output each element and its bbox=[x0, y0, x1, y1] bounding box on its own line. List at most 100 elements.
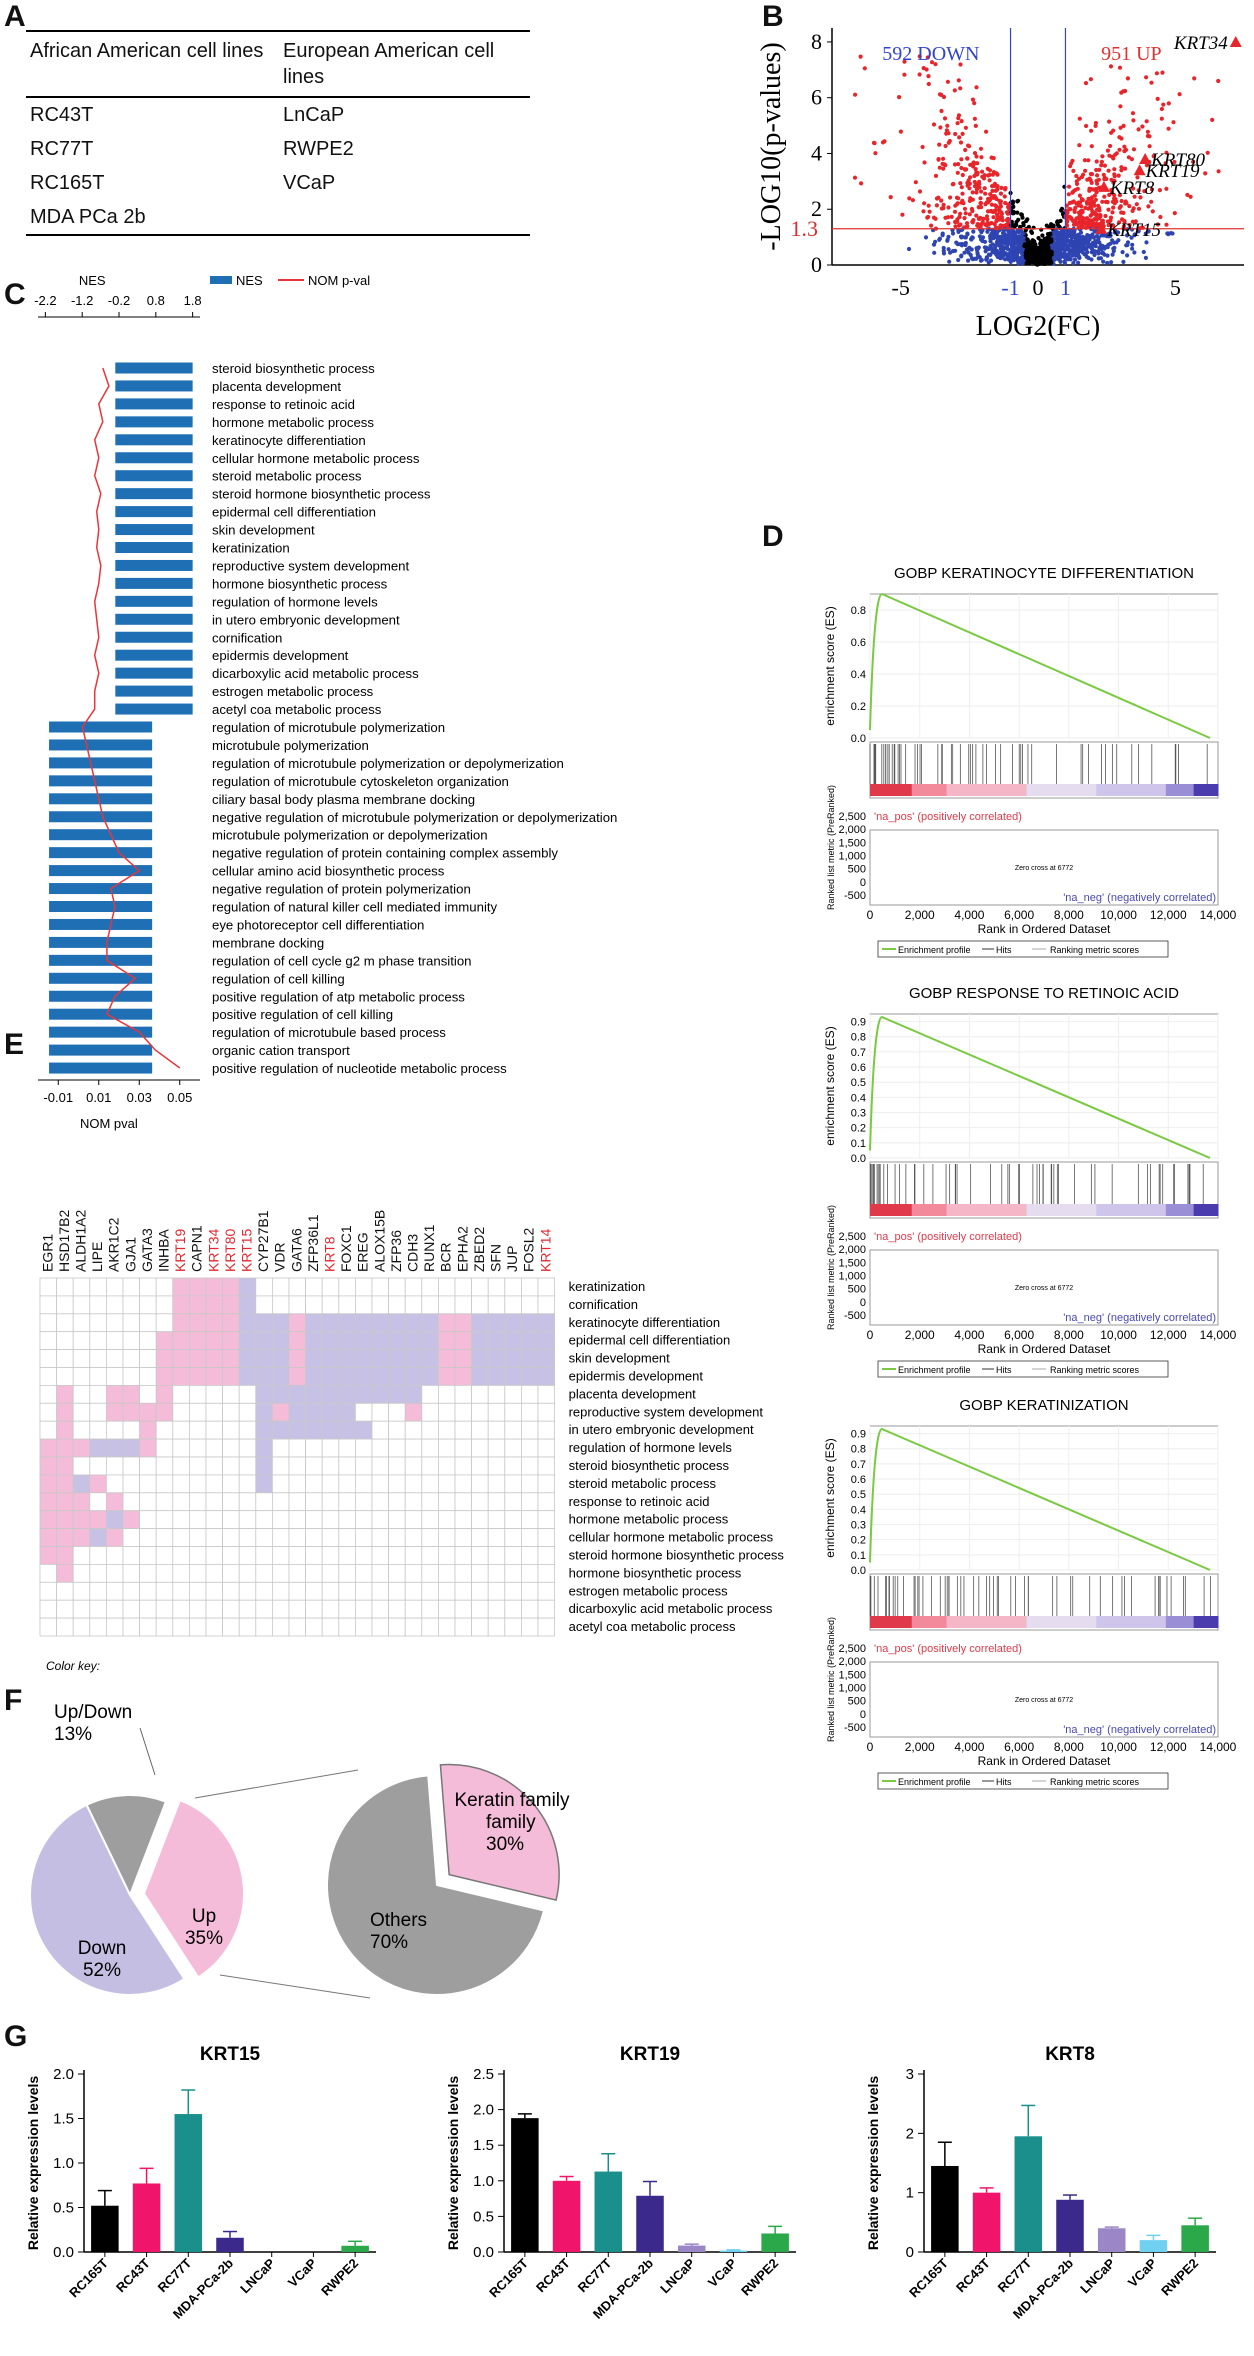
pathway-label: eye photoreceptor cell differentiation bbox=[212, 917, 424, 932]
heatmap-cell bbox=[321, 1384, 340, 1404]
heatmap-cell bbox=[288, 1402, 307, 1422]
data-point bbox=[1117, 147, 1122, 152]
heatmap-cell bbox=[72, 1367, 91, 1386]
heatmap-cell bbox=[255, 1528, 273, 1547]
data-point bbox=[1072, 209, 1077, 214]
pathway-label: hormone biosynthetic process bbox=[212, 576, 388, 591]
heatmap-cell bbox=[321, 1599, 340, 1619]
data-point bbox=[937, 165, 942, 170]
heatmap-cell bbox=[271, 1456, 290, 1476]
heatmap-cell bbox=[537, 1599, 556, 1619]
data-point bbox=[952, 209, 958, 214]
heatmap-cell bbox=[421, 1420, 439, 1440]
data-point bbox=[1091, 187, 1096, 192]
heatmap-cell bbox=[421, 1277, 439, 1297]
heatmap-cell bbox=[437, 1402, 456, 1422]
heatmap-cell bbox=[421, 1510, 439, 1530]
heatmap-cell bbox=[222, 1420, 240, 1440]
heatmap-cell bbox=[437, 1384, 456, 1404]
y-tick-label: 0 bbox=[811, 252, 822, 277]
data-point bbox=[1075, 186, 1080, 191]
data-point bbox=[980, 219, 985, 225]
heatmap-cell bbox=[172, 1510, 190, 1530]
es-tick-label: 0.1 bbox=[851, 1550, 866, 1562]
heatmap-cell bbox=[172, 1349, 190, 1368]
heatmap-cell bbox=[471, 1277, 489, 1297]
data-point bbox=[960, 172, 965, 178]
pie-value-down: 52% bbox=[83, 1960, 121, 1981]
heatmap-cell bbox=[371, 1474, 390, 1494]
threshold-label: 1.3 bbox=[791, 216, 819, 241]
heatmap-cell bbox=[371, 1313, 390, 1333]
bar bbox=[719, 2250, 748, 2252]
metric-tick-label: -500 bbox=[844, 1722, 866, 1734]
heatmap-cell bbox=[288, 1510, 307, 1530]
gene-column-label: HSD17B2 bbox=[56, 1210, 72, 1272]
heatmap-cell bbox=[504, 1528, 522, 1547]
legend-box bbox=[877, 1772, 1169, 1790]
nes-bar bbox=[49, 1008, 153, 1020]
es-tick-label: 0.8 bbox=[851, 1032, 866, 1044]
heatmap-cell bbox=[454, 1474, 473, 1494]
heatmap-cell bbox=[371, 1564, 390, 1583]
heatmap-cell bbox=[89, 1474, 107, 1494]
data-point bbox=[1025, 250, 1030, 255]
metric-axis-label: Ranked list metric (PreRanked) bbox=[826, 1617, 836, 1742]
ranking-color-band bbox=[870, 1204, 913, 1216]
pie-leader-line bbox=[139, 1727, 156, 1776]
data-point bbox=[1094, 167, 1099, 173]
pathway-label: keratinocyte differentiation bbox=[212, 433, 366, 448]
data-point bbox=[1166, 126, 1171, 131]
data-point bbox=[902, 59, 907, 64]
data-point bbox=[982, 186, 987, 191]
heatmap-cell bbox=[471, 1384, 489, 1404]
heatmap-cell bbox=[238, 1510, 257, 1530]
data-point bbox=[1101, 233, 1107, 238]
heatmap-cell bbox=[89, 1277, 107, 1297]
heatmap-cell bbox=[155, 1581, 174, 1601]
data-point bbox=[945, 79, 950, 84]
data-point bbox=[1071, 219, 1076, 224]
heatmap-cell bbox=[354, 1438, 373, 1458]
data-point bbox=[966, 178, 971, 183]
pathway-label: regulation of microtubule polymerization… bbox=[212, 756, 564, 771]
heatmap-cell bbox=[537, 1564, 556, 1583]
nes-bar bbox=[115, 524, 193, 536]
data-point bbox=[1191, 159, 1196, 164]
heatmap-cell bbox=[56, 1277, 74, 1297]
data-point bbox=[958, 181, 963, 186]
data-point bbox=[943, 143, 948, 149]
table-cell bbox=[279, 200, 530, 236]
heatmap-cell bbox=[471, 1313, 489, 1333]
bottom-axis-tick-label: -0.01 bbox=[43, 1090, 73, 1105]
heatmap-cell bbox=[222, 1599, 240, 1619]
data-point bbox=[960, 191, 965, 196]
data-point bbox=[1119, 165, 1124, 170]
heatmap-cell bbox=[188, 1599, 207, 1619]
y-tick-label: 0.0 bbox=[473, 2244, 494, 2261]
heatmap-cell bbox=[72, 1528, 91, 1547]
data-point bbox=[1090, 232, 1095, 237]
data-point bbox=[934, 203, 939, 208]
ranking-color-band bbox=[946, 784, 1028, 796]
heatmap-cell bbox=[437, 1546, 456, 1565]
heatmap-cell bbox=[454, 1295, 473, 1315]
data-point bbox=[965, 231, 970, 236]
heatmap-cell bbox=[139, 1367, 157, 1386]
heatmap-cell bbox=[504, 1384, 522, 1404]
data-point bbox=[981, 216, 986, 221]
pathway-label: negative regulation of protein polymeriz… bbox=[212, 882, 471, 897]
data-point bbox=[1160, 70, 1165, 75]
pos-label: 'na_pos' (positively correlated) bbox=[874, 811, 1022, 823]
heatmap-cell bbox=[354, 1277, 373, 1297]
x-tick-label: 14,000 bbox=[1200, 1740, 1237, 1754]
data-point bbox=[1095, 173, 1100, 178]
table-cell: VCaP bbox=[283, 172, 336, 194]
heatmap-cell bbox=[471, 1367, 489, 1386]
data-point bbox=[1192, 76, 1197, 81]
heatmap-cell bbox=[238, 1420, 257, 1440]
heatmap-cell bbox=[454, 1384, 473, 1404]
data-point bbox=[963, 211, 968, 216]
heatmap-cell bbox=[89, 1617, 107, 1637]
